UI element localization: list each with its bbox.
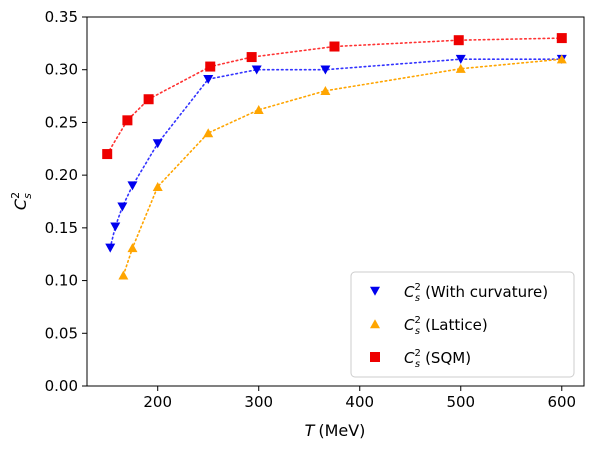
sqm-point (143, 94, 154, 105)
legend-label-with-curvature: C2 s (With curvature) (404, 282, 548, 304)
legend-label-name: (Lattice) (425, 316, 488, 334)
legend-label-sup: 2 (414, 315, 420, 326)
sqm-line (106, 37, 563, 155)
lattice-point (127, 243, 138, 253)
with-curvature-point (251, 65, 262, 75)
legend-label-sup: 2 (414, 348, 420, 359)
lattice-point (556, 54, 567, 64)
x-tick-label: 400 (345, 393, 374, 411)
sqm-point (102, 149, 113, 160)
legend-label-sqm: C2 s (SQM) (404, 348, 471, 370)
with-curvature-point (110, 222, 121, 232)
y-tick-label: 0.05 (45, 324, 78, 342)
legend-marker-with-curvature (370, 286, 380, 296)
legend-markers (370, 286, 380, 362)
legend-marker-sqm (370, 352, 380, 362)
y-axis-label-sup: 2 (9, 192, 22, 199)
x-tick-label: 200 (143, 393, 172, 411)
legend-marker-lattice (370, 319, 380, 329)
legend-label-sub: s (415, 359, 420, 370)
legend-label-name: (With curvature) (425, 283, 548, 301)
axes-frame (86, 16, 585, 387)
with-curvature-line (109, 58, 563, 249)
with-curvature-point (152, 139, 163, 149)
y-axis-label-sub: s (21, 193, 34, 199)
legend: C2 s (With curvature) C2 s (Lattice) C2 s (SQM… (350, 271, 575, 378)
plot-area (102, 33, 567, 280)
sqm-point (453, 35, 464, 46)
sqm-point (329, 41, 340, 52)
legend-label-lattice: C2 s (Lattice) (404, 315, 488, 337)
x-tick-label: 300 (244, 393, 273, 411)
lattice-point (152, 181, 163, 191)
lattice-point (253, 105, 264, 115)
x-axis-label-unit: (MeV) (318, 421, 365, 440)
y-tick-label: 0.00 (45, 377, 78, 395)
with-curvature-point (127, 181, 138, 191)
legend-label-sub: s (415, 326, 420, 337)
x-tick-label: 600 (547, 393, 576, 411)
y-axis-label: C2s (9, 192, 34, 210)
y-axis-label-base: C (11, 198, 30, 210)
lattice-line (122, 58, 563, 277)
x-axis-label-var: T (305, 421, 316, 440)
legend-label-sub: s (415, 293, 420, 304)
y-tick-label: 0.30 (45, 61, 78, 79)
with-curvature-point (455, 54, 466, 64)
sqm-point (246, 52, 257, 63)
legend-label-base: C (404, 316, 415, 334)
y-tick-label: 0.20 (45, 166, 78, 184)
y-tick-label: 0.25 (45, 113, 78, 131)
with-curvature-point (203, 74, 214, 84)
ticks: 200 300 400 500 600 0.00 0.05 0.10 0.15 0.20 0.25 0… (45, 8, 577, 411)
lattice-point (455, 63, 466, 73)
sqm-point (205, 61, 216, 72)
with-curvature-point (117, 202, 128, 212)
x-axis-label: T (MeV) (305, 421, 366, 440)
sqm-point (556, 33, 567, 44)
y-tick-label: 0.35 (45, 8, 78, 26)
legend-label-base: C (404, 349, 415, 367)
sqm-point (122, 115, 133, 126)
with-curvature-point (105, 243, 116, 253)
lattice-point (320, 86, 331, 96)
legend-label-name: (SQM) (425, 349, 471, 367)
y-tick-label: 0.15 (45, 219, 78, 237)
legend-box (350, 271, 575, 378)
lattice-point (118, 270, 129, 280)
with-curvature-point (320, 65, 331, 75)
legend-label-sup: 2 (414, 282, 420, 293)
x-tick-label: 500 (446, 393, 475, 411)
y-tick-label: 0.10 (45, 272, 78, 290)
legend-label-base: C (404, 283, 415, 301)
lattice-point (203, 128, 214, 138)
